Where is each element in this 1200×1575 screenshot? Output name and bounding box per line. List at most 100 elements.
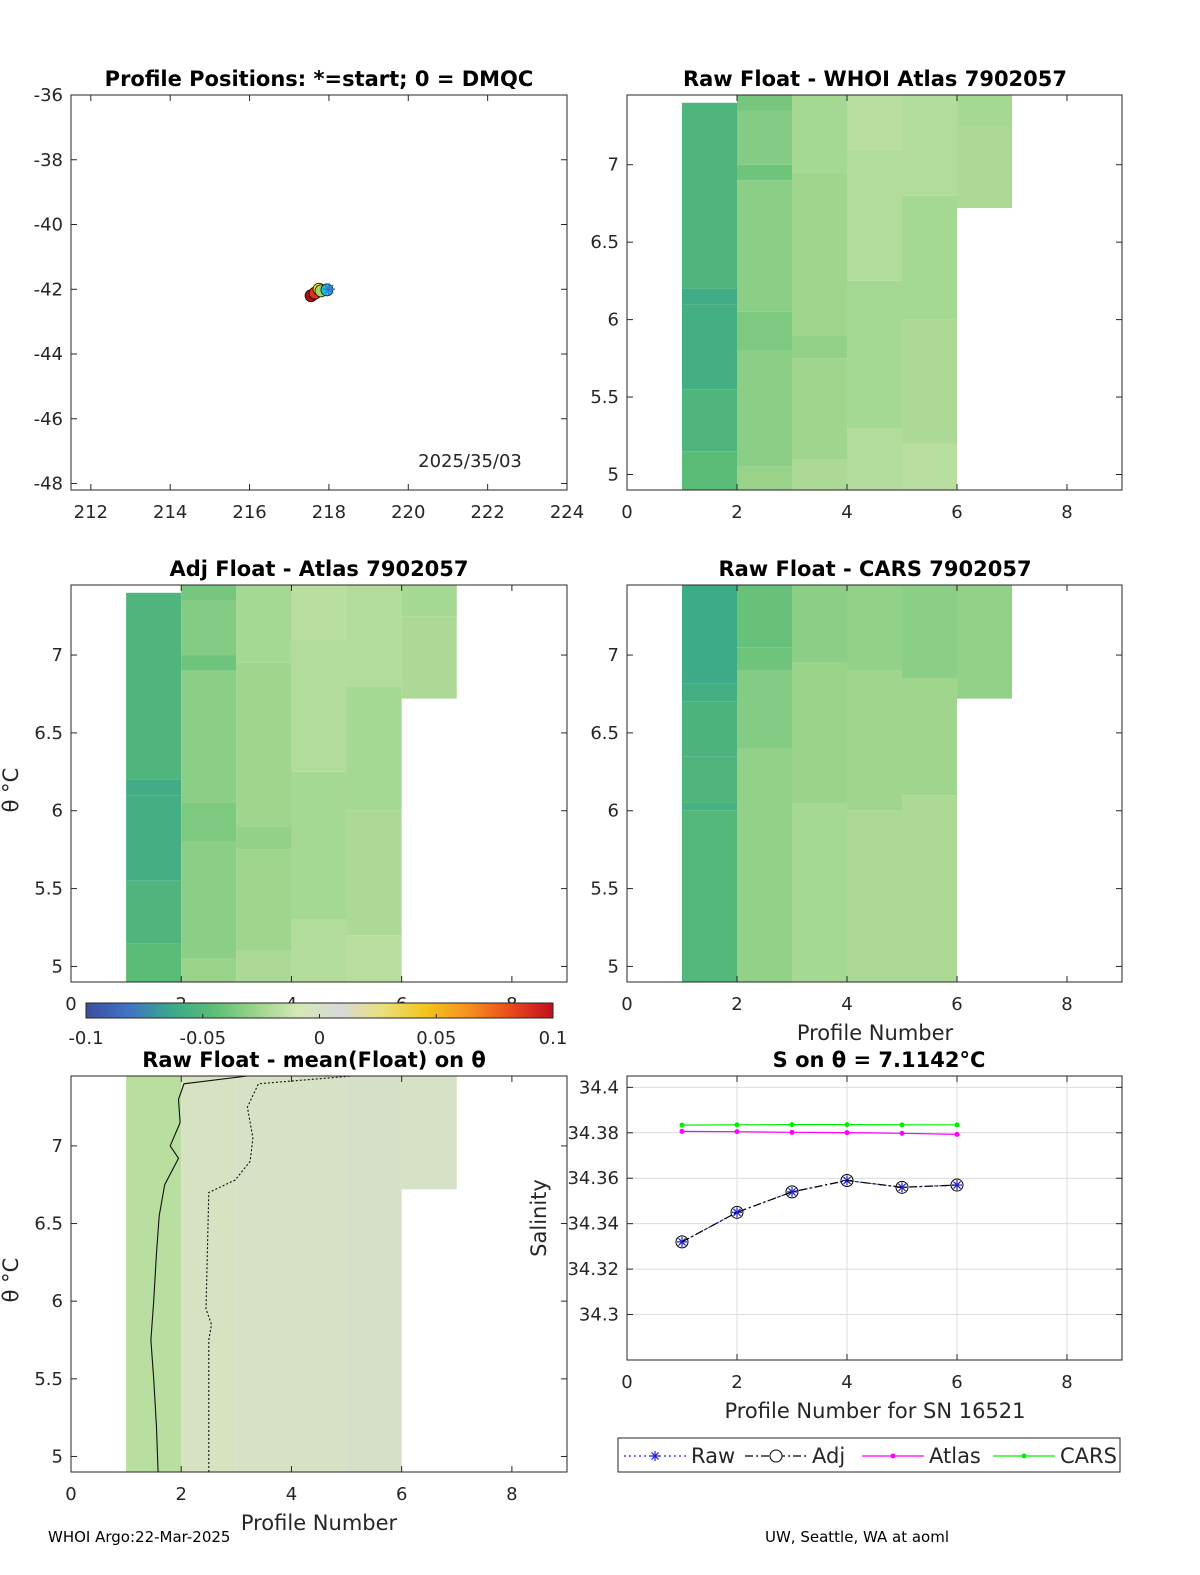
heatmap-cell bbox=[682, 683, 737, 702]
x-tick-label: 0 bbox=[621, 994, 632, 1015]
heatmap-cell bbox=[737, 164, 792, 181]
heatmap-cell bbox=[236, 826, 292, 850]
y-tick-label: 6 bbox=[52, 801, 63, 822]
x-tick-label: 2 bbox=[175, 1484, 186, 1505]
series-point bbox=[899, 1130, 905, 1136]
series-line-adj bbox=[681, 1179, 958, 1243]
heatmap-cell bbox=[126, 592, 182, 780]
adj-marker bbox=[840, 1174, 854, 1188]
heatmap-cell bbox=[181, 1076, 237, 1472]
raw-marker bbox=[952, 1180, 962, 1191]
heatmap-cell bbox=[682, 304, 737, 390]
panel-raw-atlas: Raw Float - WHOI Atlas 7902057 0 2 4 6 8 5 5.5… bbox=[590, 67, 1123, 523]
heatmap-cell bbox=[847, 280, 902, 429]
footer-left: WHOI Argo:22-Mar-2025 bbox=[48, 1528, 230, 1546]
heatmap-cell bbox=[346, 585, 402, 687]
x-tick-label: 8 bbox=[506, 1484, 517, 1505]
heatmap-cell bbox=[847, 585, 902, 671]
series-point bbox=[734, 1122, 740, 1128]
y-tick-label: 6.5 bbox=[34, 1214, 63, 1235]
heatmap-cell bbox=[737, 311, 792, 351]
heatmap-cell bbox=[291, 585, 347, 640]
heatmap-cell bbox=[236, 1076, 292, 1472]
heatmap-cell bbox=[957, 585, 1012, 699]
heatmap-cell bbox=[126, 779, 182, 796]
x-tick-label: 0 bbox=[621, 1372, 632, 1393]
heatmap-cell bbox=[401, 616, 457, 699]
heatmap-cell bbox=[126, 943, 182, 982]
legend-label-atlas: Atlas bbox=[929, 1444, 981, 1468]
x-tick-label: 4 bbox=[841, 1372, 852, 1393]
heatmap-cell bbox=[181, 600, 237, 656]
raw-marker bbox=[732, 1207, 742, 1218]
x-tick-label: 8 bbox=[1061, 994, 1072, 1015]
heatmap-cell bbox=[737, 670, 792, 749]
heatmap-cell bbox=[737, 466, 792, 490]
heatmap-cell bbox=[902, 585, 957, 679]
heatmap-cell bbox=[792, 95, 847, 173]
y-tick-label: 7 bbox=[52, 645, 63, 666]
colorbar-tick-label: 0.1 bbox=[539, 1028, 568, 1049]
x-tick-label: 2 bbox=[731, 502, 742, 523]
y-tick-label: 7 bbox=[608, 155, 619, 176]
x-tick-label: 220 bbox=[391, 502, 425, 523]
heatmap-cell bbox=[682, 810, 737, 982]
heatmap-cell bbox=[682, 102, 737, 289]
y-tick-label: 34.34 bbox=[567, 1214, 619, 1235]
legend: Raw Adj Atlas CARS bbox=[617, 1437, 1121, 1473]
axes-frame bbox=[626, 584, 1123, 983]
heatmap-cell bbox=[792, 585, 847, 663]
heatmap-cell bbox=[682, 756, 737, 803]
y-tick-label: 5 bbox=[608, 465, 619, 486]
legend-marker bbox=[890, 1453, 896, 1459]
contour-line bbox=[205, 1075, 353, 1472]
legend-label-cars: CARS bbox=[1060, 1444, 1117, 1468]
axes-frame bbox=[70, 1075, 568, 1473]
x-tick-label: 222 bbox=[470, 502, 504, 523]
colorbar-tick-label: -0.1 bbox=[68, 1028, 103, 1049]
colorbar-tick-label: 0 bbox=[314, 1028, 325, 1049]
x-tick-label: 216 bbox=[232, 502, 266, 523]
heatmap-cell bbox=[126, 1076, 182, 1472]
heatmap-cell bbox=[682, 451, 737, 490]
colorbar-tick-label: 0.05 bbox=[416, 1028, 456, 1049]
heatmap-cell bbox=[236, 662, 292, 827]
heatmap-cell bbox=[902, 95, 957, 196]
y-tick-label: 6 bbox=[52, 1291, 63, 1312]
series-line-raw bbox=[681, 1179, 958, 1243]
heatmap-cell bbox=[792, 358, 847, 460]
series-point bbox=[899, 1122, 905, 1128]
y-tick-label: 5 bbox=[608, 956, 619, 977]
heatmap-cell bbox=[902, 678, 957, 796]
series-point bbox=[844, 1130, 850, 1136]
x-tick-label: 6 bbox=[951, 1372, 962, 1393]
x-axis-label-salinity: Profile Number for SN 16521 bbox=[724, 1399, 1025, 1423]
series-point bbox=[789, 1129, 795, 1135]
panel-title-salinity: S on θ = 7.1142°C bbox=[773, 1048, 986, 1072]
heatmap-cell bbox=[181, 585, 237, 601]
date-annotation: 2025/35/03 bbox=[418, 451, 522, 472]
y-tick-label: -44 bbox=[34, 344, 63, 365]
heatmap-cell bbox=[902, 195, 957, 320]
x-tick-label: 218 bbox=[312, 502, 346, 523]
heatmap-cell bbox=[291, 919, 347, 982]
panel-profile-positions: Profile Positions: *=start; 0 = DMQC 212… bbox=[34, 67, 585, 523]
heatmap-cell bbox=[737, 180, 792, 312]
heatmap-cell bbox=[792, 335, 847, 359]
x-tick-label: 8 bbox=[1061, 502, 1072, 523]
legend-box bbox=[617, 1437, 1121, 1473]
series-point bbox=[844, 1122, 850, 1128]
star-stroke bbox=[324, 284, 334, 295]
x-tick-label: 4 bbox=[286, 1484, 297, 1505]
heatmap-cell bbox=[792, 172, 847, 336]
heatmap-cell bbox=[682, 288, 737, 305]
x-tick-label: 0 bbox=[621, 502, 632, 523]
heatmap-cell bbox=[181, 802, 237, 842]
legend-label-adj: Adj bbox=[812, 1444, 845, 1468]
heatmap-cell bbox=[847, 670, 902, 811]
y-tick-label: -42 bbox=[34, 279, 63, 300]
y-tick-label: 6 bbox=[608, 801, 619, 822]
series-line-cars bbox=[681, 1124, 957, 1126]
x-tick-label: 2 bbox=[731, 1372, 742, 1393]
